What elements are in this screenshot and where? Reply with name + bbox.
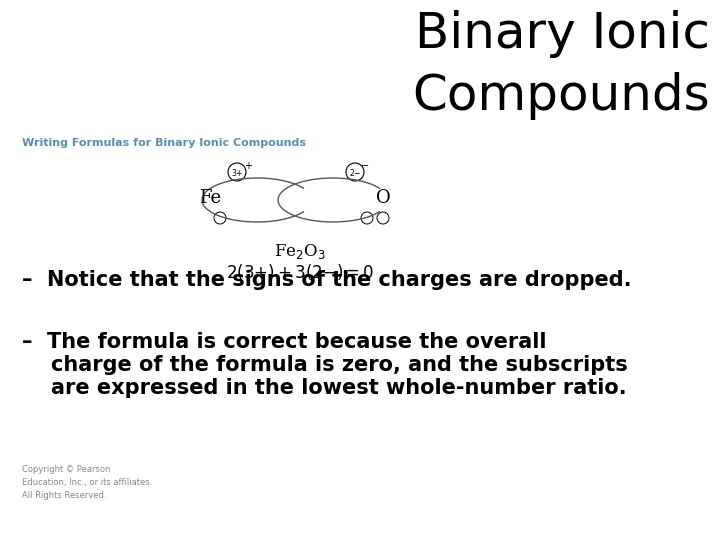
Text: are expressed in the lowest whole-number ratio.: are expressed in the lowest whole-number…: [22, 378, 626, 398]
Text: Fe: Fe: [199, 189, 221, 207]
Text: Copyright © Pearson
Education, Inc., or its affiliates.
All Rights Reserved.: Copyright © Pearson Education, Inc., or …: [22, 465, 152, 501]
Text: $\mathregular{2{-}}$: $\mathregular{2{-}}$: [348, 166, 361, 178]
Text: Fe$_2$O$_3$: Fe$_2$O$_3$: [274, 242, 326, 261]
Text: $2(3{+}) + 3(2{-}) = 0$: $2(3{+}) + 3(2{-}) = 0$: [226, 262, 374, 282]
Text: Binary Ionic: Binary Ionic: [415, 10, 710, 58]
Text: –  The formula is correct because the overall: – The formula is correct because the ove…: [22, 332, 546, 352]
Text: −: −: [361, 161, 369, 171]
Text: O: O: [376, 189, 390, 207]
Text: charge of the formula is zero, and the subscripts: charge of the formula is zero, and the s…: [22, 355, 628, 375]
Text: +: +: [244, 161, 252, 171]
Text: Compounds: Compounds: [413, 72, 710, 120]
Text: $\mathregular{3{+}}$: $\mathregular{3{+}}$: [231, 166, 243, 178]
Text: Writing Formulas for Binary Ionic Compounds: Writing Formulas for Binary Ionic Compou…: [22, 138, 306, 148]
Text: –  Notice that the signs of the charges are dropped.: – Notice that the signs of the charges a…: [22, 270, 631, 290]
